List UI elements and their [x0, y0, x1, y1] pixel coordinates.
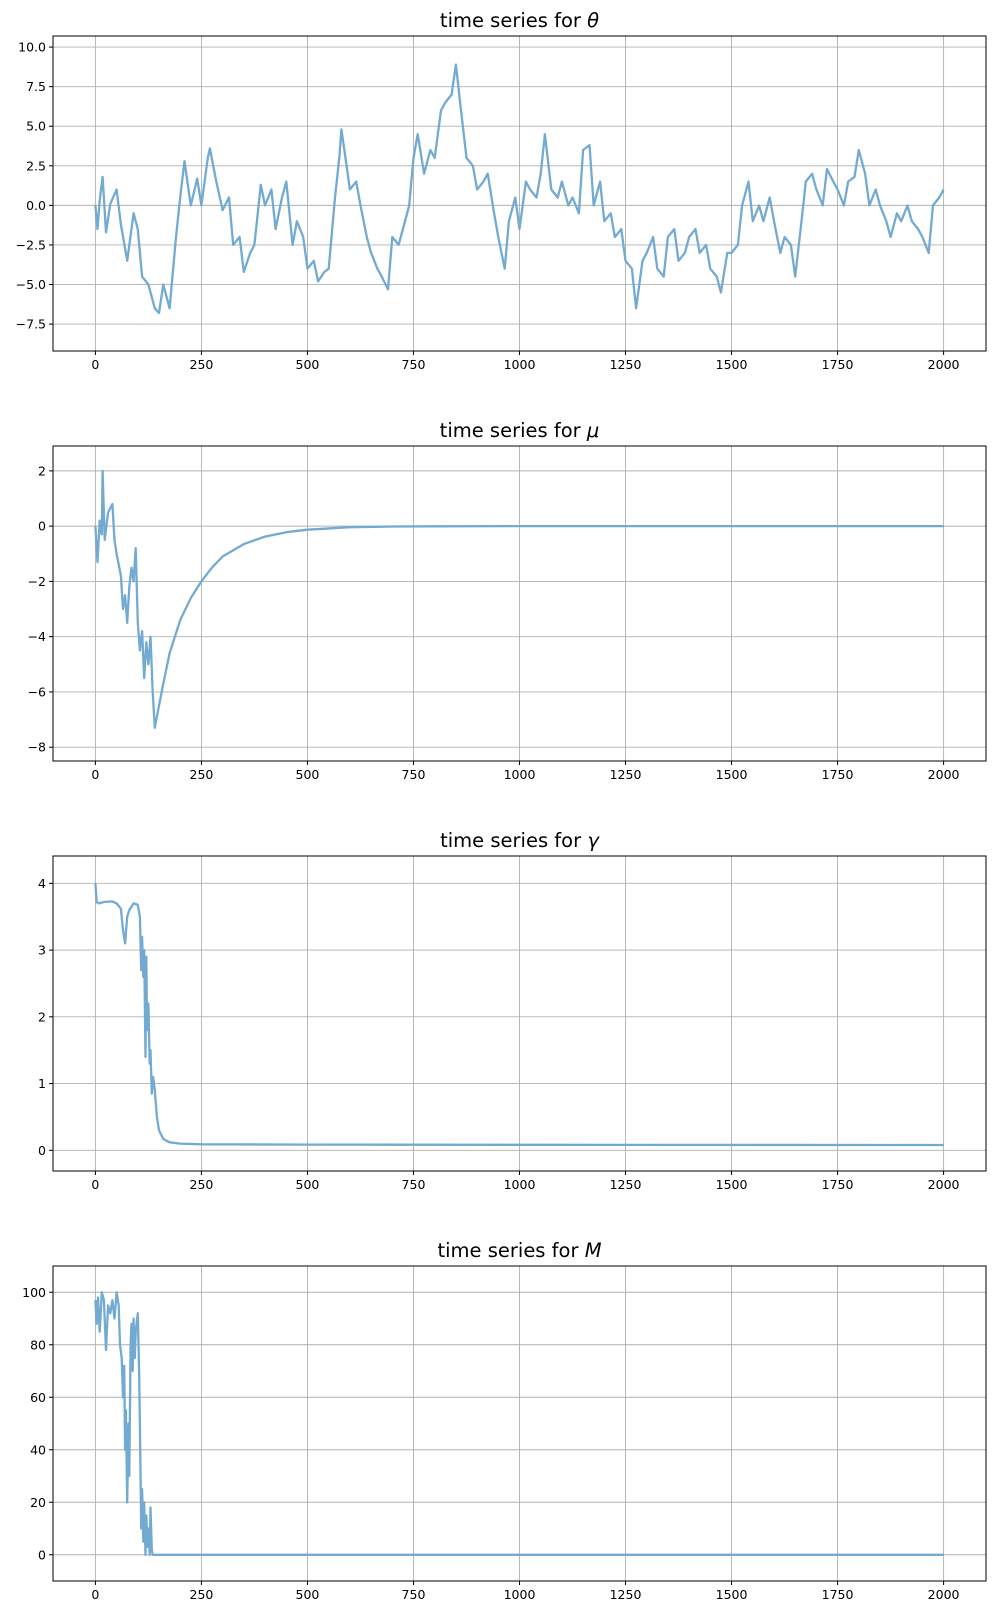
y-tick-label: 2.5: [26, 158, 46, 173]
series-line: [94, 1291, 944, 1556]
series-line: [94, 883, 944, 1147]
y-tick-label: −7.5: [16, 317, 46, 332]
x-tick-label: 1750: [822, 1177, 854, 1192]
y-tick-label: 0: [38, 1143, 46, 1158]
x-tick-label: 250: [190, 767, 214, 782]
gridlines: [53, 36, 986, 351]
y-tick-label: −6: [28, 684, 46, 699]
y-tick-label: −2.5: [16, 237, 46, 252]
x-tick-label: 0: [91, 767, 99, 782]
x-tick-label: 750: [402, 357, 426, 372]
x-tick-label: 1500: [716, 1587, 748, 1602]
x-tick-label: 500: [296, 767, 320, 782]
subplot-title: time series for θ: [440, 9, 599, 32]
ticks: 0 250 500 750 1000 1250 1500 1750 2000 2 0 −2 −4 −6 −8: [28, 463, 960, 782]
y-tick-label: 2: [38, 1009, 46, 1024]
axes-frame: [52, 445, 987, 762]
ticks: 0 250 500 750 1000 1250 1500 1750 2000 4 3 2 1 0: [38, 876, 959, 1192]
y-tick-label: 40: [30, 1442, 46, 1457]
x-tick-label: 750: [402, 1587, 426, 1602]
x-tick-label: 2000: [928, 1587, 960, 1602]
y-tick-label: 0: [38, 1547, 46, 1562]
gridlines: [53, 446, 986, 761]
subplot-title: time series for μ: [440, 419, 600, 442]
y-tick-label: 7.5: [26, 79, 46, 94]
x-tick-label: 1000: [504, 1177, 536, 1192]
y-tick-label: 0.0: [26, 198, 46, 213]
y-tick-label: 80: [30, 1337, 46, 1352]
series-line: [94, 63, 945, 315]
x-tick-label: 250: [190, 1177, 214, 1192]
subplot-gamma: time series for γ 0 250 500 750 1000 1250 1500…: [38, 829, 987, 1192]
x-tick-label: 1000: [504, 1587, 536, 1602]
x-tick-label: 1250: [610, 1587, 642, 1602]
x-tick-label: 0: [91, 357, 99, 372]
y-tick-label: 1: [38, 1076, 46, 1091]
x-tick-label: 750: [402, 767, 426, 782]
x-tick-label: 250: [190, 1587, 214, 1602]
x-tick-label: 1250: [610, 767, 642, 782]
x-tick-label: 500: [296, 1587, 320, 1602]
y-tick-label: −8: [28, 740, 46, 755]
gridlines: [53, 856, 986, 1171]
x-tick-label: 1000: [504, 357, 536, 372]
axes-frame: [52, 855, 987, 1172]
y-tick-label: 2: [38, 463, 46, 478]
y-tick-label: −5.0: [16, 277, 46, 292]
x-tick-label: 1250: [610, 357, 642, 372]
y-tick-label: 4: [38, 876, 46, 891]
x-tick-label: 1000: [504, 767, 536, 782]
x-tick-label: 2000: [928, 357, 960, 372]
x-tick-label: 2000: [928, 767, 960, 782]
x-tick-label: 0: [91, 1587, 99, 1602]
subplot-theta: time series for θ 0 250 500 750 1000 1250 1500…: [16, 9, 987, 372]
x-tick-label: 1500: [716, 767, 748, 782]
x-tick-label: 1500: [716, 1177, 748, 1192]
y-tick-label: −4: [28, 629, 46, 644]
y-tick-label: 60: [30, 1390, 46, 1405]
x-tick-label: 500: [296, 357, 320, 372]
y-tick-label: 0: [38, 519, 46, 534]
x-tick-label: 750: [402, 1177, 426, 1192]
x-tick-label: 2000: [928, 1177, 960, 1192]
y-tick-label: 5.0: [26, 119, 46, 134]
subplot-title: time series for γ: [440, 829, 600, 852]
x-tick-label: 1250: [610, 1177, 642, 1192]
y-tick-label: 3: [38, 943, 46, 958]
x-tick-label: 0: [91, 1177, 99, 1192]
series-line: [94, 469, 944, 729]
axes-frame: [52, 1265, 987, 1582]
ticks: 0 250 500 750 1000 1250 1500 1750 2000 100 80 60 40 2…: [22, 1285, 959, 1602]
y-tick-label: 20: [30, 1495, 46, 1510]
x-tick-label: 1750: [822, 357, 854, 372]
subplot-mu: time series for μ 0 250 500 750 1000 1250 1500…: [28, 419, 987, 782]
x-tick-label: 500: [296, 1177, 320, 1192]
y-tick-label: 100: [22, 1285, 46, 1300]
gridlines: [53, 1266, 986, 1581]
subplot-m: time series for M 0 250 500 750 1000 1250 1500…: [22, 1239, 987, 1602]
y-tick-label: −2: [28, 574, 46, 589]
axes-frame: [52, 35, 987, 352]
subplot-title: time series for M: [437, 1239, 601, 1262]
x-tick-label: 1750: [822, 1587, 854, 1602]
x-tick-label: 1500: [716, 357, 748, 372]
y-tick-label: 10.0: [18, 40, 46, 55]
x-tick-label: 1750: [822, 767, 854, 782]
x-tick-label: 250: [190, 357, 214, 372]
ticks: 0 250 500 750 1000 1250 1500 1750 2000 10.0 7.5 5.0…: [16, 40, 960, 372]
